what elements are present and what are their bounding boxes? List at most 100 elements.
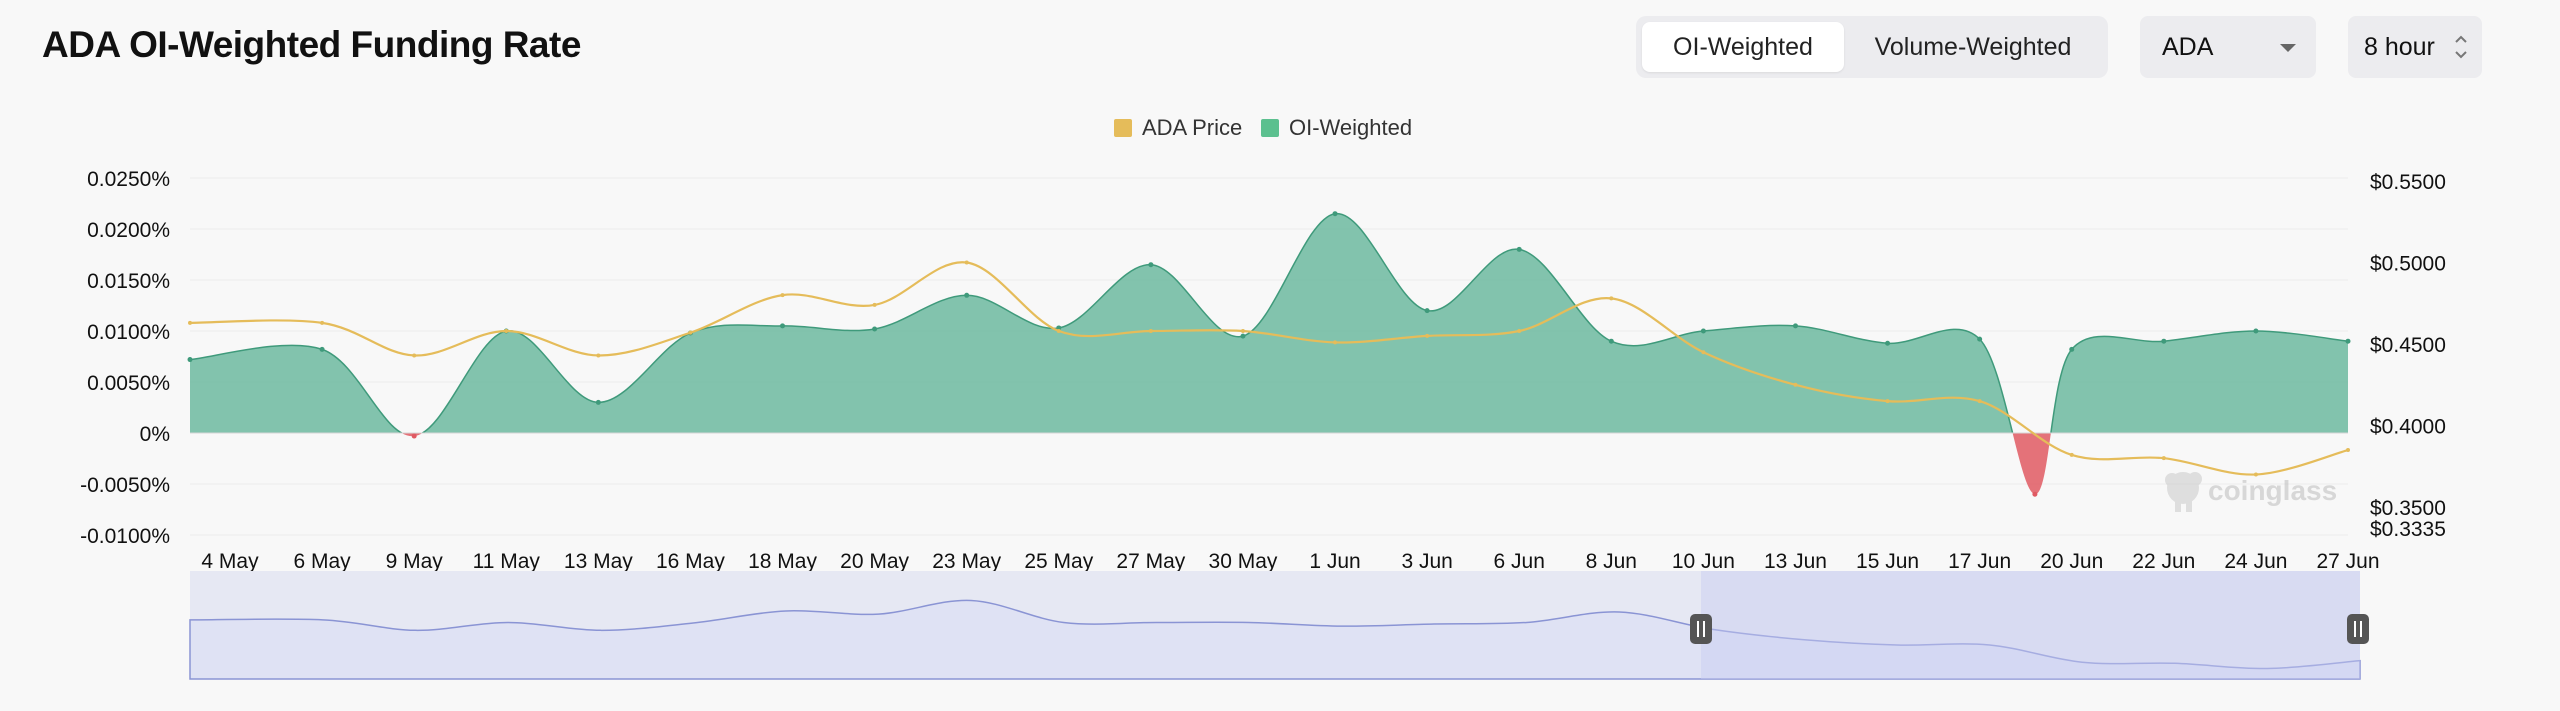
navigator-series bbox=[189, 599, 2361, 680]
funding-point bbox=[2253, 328, 2259, 334]
x-tick-label: 3 Jun bbox=[1401, 550, 1452, 573]
price-point bbox=[1609, 296, 1614, 301]
price-point bbox=[320, 320, 325, 325]
x-tick-label: 20 May bbox=[840, 550, 909, 573]
interval-select-value: 8 hour bbox=[2364, 32, 2435, 61]
x-tick-label: 27 May bbox=[1116, 550, 1185, 573]
price-point bbox=[1148, 329, 1153, 334]
symbol-select-value: ADA bbox=[2162, 32, 2214, 61]
price-point bbox=[2253, 472, 2258, 477]
funding-point bbox=[1792, 323, 1798, 329]
funding-point bbox=[1608, 338, 1614, 344]
price-point bbox=[596, 353, 601, 358]
plot-area bbox=[187, 211, 2351, 497]
x-tick-label: 10 Jun bbox=[1672, 550, 1735, 573]
y-right-tick-label: $0.5000 bbox=[2370, 253, 2446, 276]
x-tick-label: 15 Jun bbox=[1856, 550, 1919, 573]
funding-point bbox=[1700, 328, 1706, 334]
x-axis: 4 May 6 May 9 May 11 May 13 May 16 May 18 May 2… bbox=[201, 550, 2379, 573]
legend-item-price[interactable]: ADA Price bbox=[1114, 115, 1242, 140]
price-point bbox=[412, 353, 417, 358]
x-tick-label: 16 May bbox=[656, 550, 725, 573]
price-point bbox=[1977, 399, 1982, 404]
price-point bbox=[964, 260, 969, 265]
price-point bbox=[2069, 452, 2074, 457]
oi-weighted-tab[interactable]: OI-Weighted bbox=[1642, 22, 1844, 72]
funding-point bbox=[187, 357, 193, 363]
x-tick-label: 9 May bbox=[386, 550, 444, 573]
navigator-handle-left[interactable] bbox=[1690, 614, 1712, 644]
x-tick-label: 8 Jun bbox=[1586, 550, 1637, 573]
funding-point bbox=[2069, 346, 2075, 352]
chart-legend: ADA Price OI-Weighted bbox=[1114, 115, 1412, 140]
chevron-down-icon bbox=[2280, 44, 2296, 52]
funding-point bbox=[872, 326, 878, 332]
funding-point bbox=[2032, 491, 2038, 497]
y-left-tick-label: 0.0100% bbox=[87, 321, 170, 344]
funding-point bbox=[1240, 333, 1246, 339]
y-right-tick-label: $0.4000 bbox=[2370, 416, 2446, 439]
funding-point bbox=[2345, 338, 2351, 344]
price-point bbox=[1517, 329, 1522, 334]
interval-select[interactable]: 8 hour bbox=[2348, 16, 2482, 78]
watermark-text: coinglass bbox=[2208, 475, 2337, 506]
y-right-tick-label: $0.4500 bbox=[2370, 334, 2446, 357]
price-point bbox=[504, 329, 509, 334]
legend-label-price: ADA Price bbox=[1142, 115, 1242, 140]
x-tick-label: 20 Jun bbox=[2040, 550, 2103, 573]
price-point bbox=[688, 330, 693, 335]
y-left-tick-label: 0.0200% bbox=[87, 219, 170, 242]
x-tick-label: 11 May bbox=[473, 550, 541, 573]
funding-point bbox=[411, 433, 417, 439]
x-tick-label: 13 May bbox=[564, 550, 633, 573]
y-left-tick-label: 0.0150% bbox=[87, 270, 170, 293]
funding-point bbox=[595, 399, 601, 405]
y-left-tick-label: 0.0250% bbox=[87, 168, 170, 191]
x-tick-label: 1 Jun bbox=[1309, 550, 1360, 573]
funding-point bbox=[1516, 246, 1522, 252]
funding-point bbox=[1056, 325, 1062, 331]
x-tick-label: 4 May bbox=[201, 550, 259, 573]
symbol-select[interactable]: ADA bbox=[2140, 16, 2316, 78]
y-right-tick-label: $0.3335 bbox=[2370, 518, 2446, 541]
funding-point bbox=[1977, 336, 1983, 342]
x-tick-label: 6 Jun bbox=[1494, 550, 1545, 573]
funding-point bbox=[319, 346, 325, 352]
navigator-handle-right[interactable] bbox=[2347, 614, 2369, 644]
x-tick-label: 6 May bbox=[293, 550, 351, 573]
y-left-tick-label: -0.0050% bbox=[80, 474, 170, 497]
funding-point bbox=[1332, 211, 1338, 217]
price-point bbox=[1793, 382, 1798, 387]
x-tick-label: 13 Jun bbox=[1764, 550, 1827, 573]
legend-swatch-oi bbox=[1261, 119, 1279, 137]
funding-point bbox=[964, 292, 970, 298]
volume-weighted-tab[interactable]: Volume-Weighted bbox=[1874, 32, 2072, 61]
funding-line bbox=[189, 212, 2349, 433]
funding-point bbox=[780, 323, 786, 329]
y-axis-left: 0.0250% 0.0200% 0.0150% 0.0100% 0.0050% 0% -0.… bbox=[80, 168, 170, 548]
price-point bbox=[1056, 329, 1061, 334]
y-left-tick-label: 0.0050% bbox=[87, 372, 170, 395]
price-point bbox=[1885, 399, 1890, 404]
funding-point bbox=[1885, 340, 1891, 346]
coinglass-logo-icon bbox=[2165, 472, 2202, 512]
page-title: ADA OI-Weighted Funding Rate bbox=[42, 24, 581, 65]
x-tick-label: 24 Jun bbox=[2224, 550, 2287, 573]
y-axis-right: $0.5500 $0.5000 $0.4500 $0.4000 $0.3500$0.33… bbox=[2370, 171, 2446, 541]
price-point bbox=[780, 293, 785, 298]
range-navigator[interactable] bbox=[189, 571, 2369, 680]
funding-point bbox=[1424, 308, 1430, 314]
x-tick-label: 23 May bbox=[932, 550, 1001, 573]
coinglass-watermark: coinglass bbox=[2165, 472, 2337, 512]
legend-item-oi[interactable]: OI-Weighted bbox=[1261, 115, 1412, 140]
x-tick-label: 25 May bbox=[1024, 550, 1093, 573]
price-point bbox=[1240, 329, 1245, 334]
navigator-selected-range[interactable] bbox=[1701, 571, 2360, 679]
x-tick-label: 18 May bbox=[748, 550, 817, 573]
x-tick-label: 27 Jun bbox=[2316, 550, 2379, 573]
funding-point bbox=[2161, 338, 2167, 344]
x-tick-label: 30 May bbox=[1209, 550, 1278, 573]
price-point bbox=[1701, 350, 1706, 355]
legend-label-oi: OI-Weighted bbox=[1289, 115, 1412, 140]
